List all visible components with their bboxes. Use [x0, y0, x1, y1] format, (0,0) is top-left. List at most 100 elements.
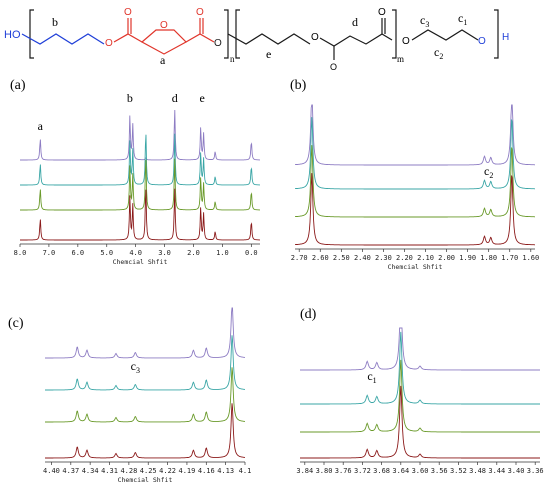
x-tick-label: 3.40 — [508, 467, 525, 475]
panel-label-d: (d) — [300, 307, 317, 322]
x-tick-label: 7.0 — [43, 249, 56, 257]
spectrum-trace — [300, 359, 540, 433]
x-tick-label: 3.76 — [335, 467, 352, 475]
panel-label-c: (c) — [8, 316, 24, 331]
x-tick-label: 2.50 — [333, 254, 350, 262]
x-tick-label: 3.84 — [296, 467, 313, 475]
ester-oxygen-3: O — [311, 32, 319, 43]
carbonyl-oxygen-left: O — [124, 7, 132, 18]
x-tick-label: 3.52 — [450, 467, 467, 475]
x-tick-label: 1.60 — [522, 254, 539, 262]
spectrum-trace — [45, 335, 245, 391]
x-tick-label: 2.0 — [187, 249, 200, 257]
x-tick-label: 4.13 — [217, 467, 234, 475]
carbonyl-oxygen-3: O — [330, 62, 337, 70]
x-tick-label: 4.31 — [101, 467, 118, 475]
peak-label: d — [172, 91, 178, 105]
x-tick-label: 3.36 — [527, 467, 544, 475]
subscript-m: m — [397, 54, 404, 64]
label-e: e — [266, 47, 271, 61]
x-tick-label: 3.56 — [431, 467, 448, 475]
x-tick-label: 2.00 — [438, 254, 455, 262]
spectrum-trace — [45, 367, 245, 423]
x-tick-label: 2.20 — [396, 254, 413, 262]
x-tick-label: 4.19 — [179, 467, 196, 475]
panel-c: 4.40 4.37 4.34 4.31 4.28 4.25 4.22 4.19 4.16 4.13… — [40, 298, 255, 484]
subscript-n: n — [230, 54, 235, 64]
x-axis-label: Chemcial Shfit — [118, 476, 173, 484]
terminal-oxygen: O — [478, 36, 486, 47]
spectrum-trace — [300, 327, 540, 371]
terminal-h: H — [502, 32, 509, 43]
x-tick-label: 4.1 — [239, 467, 252, 475]
spectrum-trace — [295, 117, 535, 190]
spectrum-trace — [45, 307, 245, 359]
panel-a: 8.0 7.0 6.0 5.0 4.0 3.0 2.0 1.0 0.0 Chemcial Shfi… — [14, 90, 265, 266]
ester-oxygen-4: O — [402, 36, 410, 47]
x-tick-label: 0.0 — [245, 249, 258, 257]
x-tick-label: 6.0 — [72, 249, 85, 257]
carbonyl-oxygen-right: O — [196, 7, 204, 18]
peak-label: c3 — [131, 359, 140, 375]
spectrum-trace — [295, 145, 535, 218]
peak-label: b — [127, 91, 133, 105]
x-tick-label: 4.40 — [43, 467, 60, 475]
label-c2: c2 — [434, 45, 443, 61]
x-tick-label: 3.60 — [412, 467, 429, 475]
spectrum-trace — [20, 133, 260, 186]
x-tick-label: 1.70 — [501, 254, 518, 262]
x-tick-label: 4.22 — [159, 467, 176, 475]
x-tick-label: 3.64 — [392, 467, 409, 475]
x-tick-label: 2.60 — [312, 254, 329, 262]
polymer-structure-scheme: HO b O O O a O O n e O O d O m O c3 c2 c… — [4, 7, 509, 70]
spectrum-trace — [300, 385, 540, 459]
panel-label-b: (b) — [290, 78, 307, 93]
x-tick-label: 3.72 — [354, 467, 371, 475]
x-tick-label: 4.28 — [120, 467, 137, 475]
peak-label: e — [200, 91, 205, 105]
x-tick-label: 4.25 — [140, 467, 157, 475]
x-tick-label: 4.0 — [129, 249, 142, 257]
x-tick-label: 1.0 — [216, 249, 229, 257]
label-c3: c3 — [420, 13, 429, 29]
x-tick-label: 3.44 — [488, 467, 505, 475]
ho-group: HO — [4, 29, 21, 41]
ester-oxygen: O — [105, 38, 113, 49]
label-a: a — [160, 53, 166, 67]
panel-label-a: (a) — [10, 78, 26, 93]
x-axis-label: Chemcial Shfit — [388, 263, 443, 271]
x-tick-label: 1.90 — [459, 254, 476, 262]
x-tick-label: 8.0 — [14, 249, 27, 257]
x-tick-label: 4.16 — [198, 467, 215, 475]
spectrum-trace — [45, 403, 245, 459]
x-tick-label: 3.0 — [158, 249, 171, 257]
x-tick-label: 2.30 — [375, 254, 392, 262]
panel-d: 3.84 3.80 3.76 3.72 3.68 3.64 3.60 3.56 3.52 3.48… — [295, 318, 545, 483]
label-b: b — [52, 15, 58, 29]
panel-b: 2.70 2.60 2.50 2.40 2.30 2.20 2.10 2.00 1.90 1.80… — [290, 95, 540, 271]
x-axis-label: Chemcial Shfit — [113, 258, 168, 266]
x-tick-label: 1.80 — [480, 254, 497, 262]
x-tick-label: 4.37 — [62, 467, 79, 475]
ring-oxygen: O — [160, 20, 168, 31]
carbonyl-oxygen-4: O — [378, 7, 386, 18]
peak-label: c2 — [484, 164, 493, 180]
x-tick-label: 3.68 — [373, 467, 390, 475]
spectrum-trace — [295, 104, 535, 166]
spectrum-trace — [300, 331, 540, 405]
x-tick-label: 5.0 — [100, 249, 113, 257]
label-d: d — [352, 15, 358, 29]
spectrum-trace — [295, 173, 535, 246]
x-tick-label: 2.10 — [417, 254, 434, 262]
label-c1: c1 — [458, 11, 467, 27]
spectrum-trace — [20, 188, 260, 241]
x-tick-label: 2.70 — [291, 254, 308, 262]
peak-label: a — [38, 119, 44, 133]
peak-label: c1 — [367, 369, 376, 385]
x-tick-label: 4.34 — [82, 467, 99, 475]
x-tick-label: 3.48 — [469, 467, 486, 475]
spectrum-trace — [20, 158, 260, 211]
spectrum-trace — [20, 109, 260, 161]
x-tick-label: 2.40 — [354, 254, 371, 262]
ester-oxygen-2: O — [214, 38, 222, 49]
